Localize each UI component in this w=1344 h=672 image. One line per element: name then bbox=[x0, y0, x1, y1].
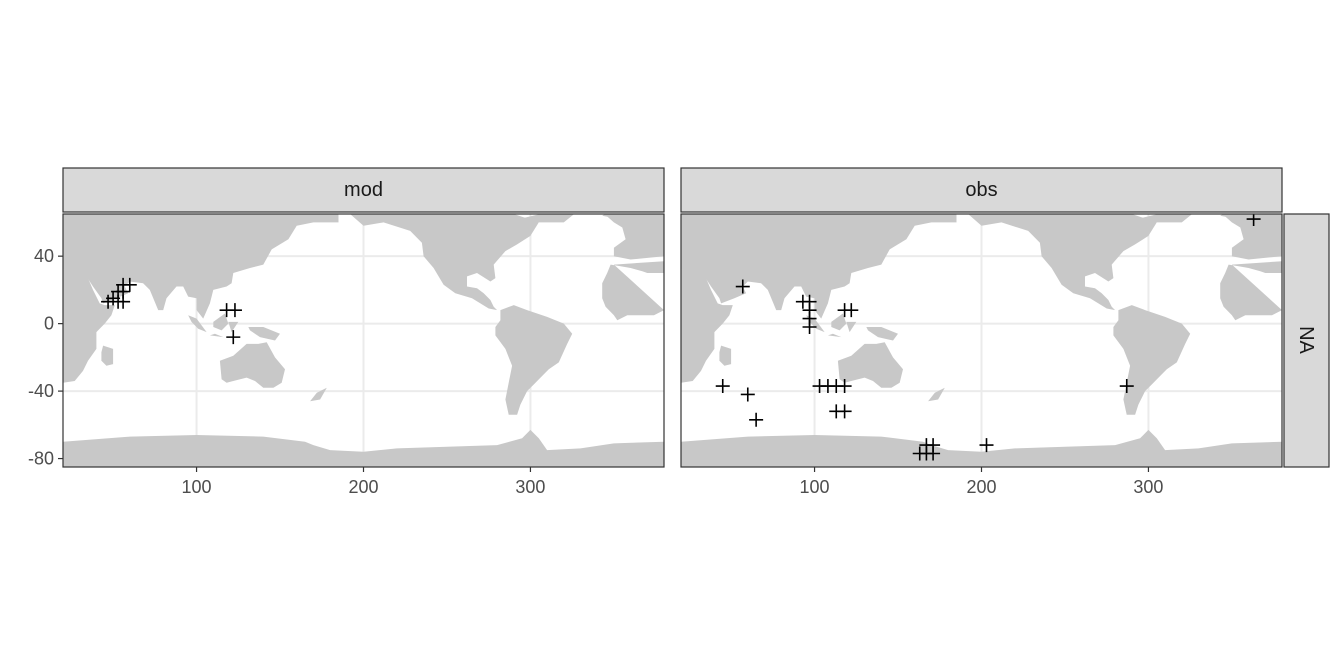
y-axis: 40 0 -40 -80 bbox=[28, 246, 63, 469]
landmass bbox=[602, 261, 664, 321]
data-point bbox=[735, 279, 750, 294]
row-strip: NA bbox=[1283, 213, 1330, 468]
landmass bbox=[188, 315, 207, 333]
landmass bbox=[681, 214, 957, 319]
panel-contents bbox=[63, 214, 664, 467]
point-layer bbox=[715, 214, 1261, 461]
x-tick-label: 100 bbox=[800, 477, 830, 497]
landmass bbox=[63, 429, 664, 467]
row-strip-label: NA bbox=[1295, 326, 1317, 354]
landmass bbox=[228, 321, 239, 333]
landmass bbox=[827, 333, 842, 338]
landmass bbox=[968, 214, 1157, 311]
landmass bbox=[350, 214, 539, 311]
y-tick-label: -80 bbox=[28, 449, 54, 469]
x-tick-label: 200 bbox=[348, 477, 378, 497]
landmass bbox=[1113, 305, 1191, 415]
x-tick-label: 300 bbox=[1133, 477, 1163, 497]
data-point bbox=[979, 438, 994, 453]
landmass bbox=[209, 333, 224, 338]
landmass bbox=[846, 321, 857, 333]
data-point bbox=[926, 438, 941, 453]
x-tick-label: 100 bbox=[182, 477, 212, 497]
data-point bbox=[122, 277, 137, 292]
data-point bbox=[227, 303, 242, 318]
landmass bbox=[681, 269, 733, 383]
data-point bbox=[749, 412, 764, 427]
landmass bbox=[604, 214, 664, 260]
x-tick-label: 300 bbox=[515, 477, 545, 497]
point-layer bbox=[101, 277, 242, 345]
landmass bbox=[1222, 214, 1282, 260]
landmass bbox=[1220, 214, 1231, 218]
data-point bbox=[1119, 379, 1134, 394]
landmass bbox=[63, 269, 115, 383]
data-point bbox=[740, 387, 755, 402]
panel-contents bbox=[681, 214, 1282, 467]
landmass bbox=[928, 387, 945, 402]
y-tick-label: 40 bbox=[34, 246, 54, 266]
panel-mod: mod 100 200 300 bbox=[62, 167, 665, 497]
data-point bbox=[837, 379, 852, 394]
landmass bbox=[310, 387, 327, 402]
landmass bbox=[1123, 214, 1193, 223]
landmass bbox=[806, 315, 825, 333]
land-layer bbox=[681, 214, 1282, 467]
x-tick-label: 200 bbox=[966, 477, 996, 497]
panel-obs: obs 100 200 300 bbox=[680, 167, 1283, 497]
landmass bbox=[719, 345, 732, 366]
data-point bbox=[802, 320, 817, 335]
landmass bbox=[495, 305, 573, 415]
landmass bbox=[866, 327, 898, 341]
data-point bbox=[226, 330, 241, 345]
y-tick-label: -40 bbox=[28, 381, 54, 401]
landmass bbox=[831, 313, 847, 331]
landmass bbox=[505, 214, 575, 223]
land-layer bbox=[63, 214, 664, 467]
y-tick-label: 0 bbox=[44, 314, 54, 334]
landmass bbox=[1220, 261, 1282, 321]
landmass bbox=[101, 345, 114, 366]
landmass bbox=[681, 429, 1282, 467]
facet-strip bbox=[680, 167, 1283, 213]
data-point bbox=[837, 404, 852, 419]
landmass bbox=[213, 313, 229, 331]
facet-panels: mod 100 200 300 obs 100 200 300 bbox=[62, 167, 1283, 497]
facet-strip-label: mod bbox=[344, 179, 383, 201]
facet-strip bbox=[62, 167, 665, 213]
data-point bbox=[715, 379, 730, 394]
landmass bbox=[63, 214, 339, 319]
data-point bbox=[844, 303, 859, 318]
landmass bbox=[248, 327, 280, 341]
landmass bbox=[837, 342, 903, 388]
facet-strip-label: obs bbox=[965, 179, 997, 201]
landmass bbox=[602, 214, 613, 218]
landmass bbox=[219, 342, 285, 388]
